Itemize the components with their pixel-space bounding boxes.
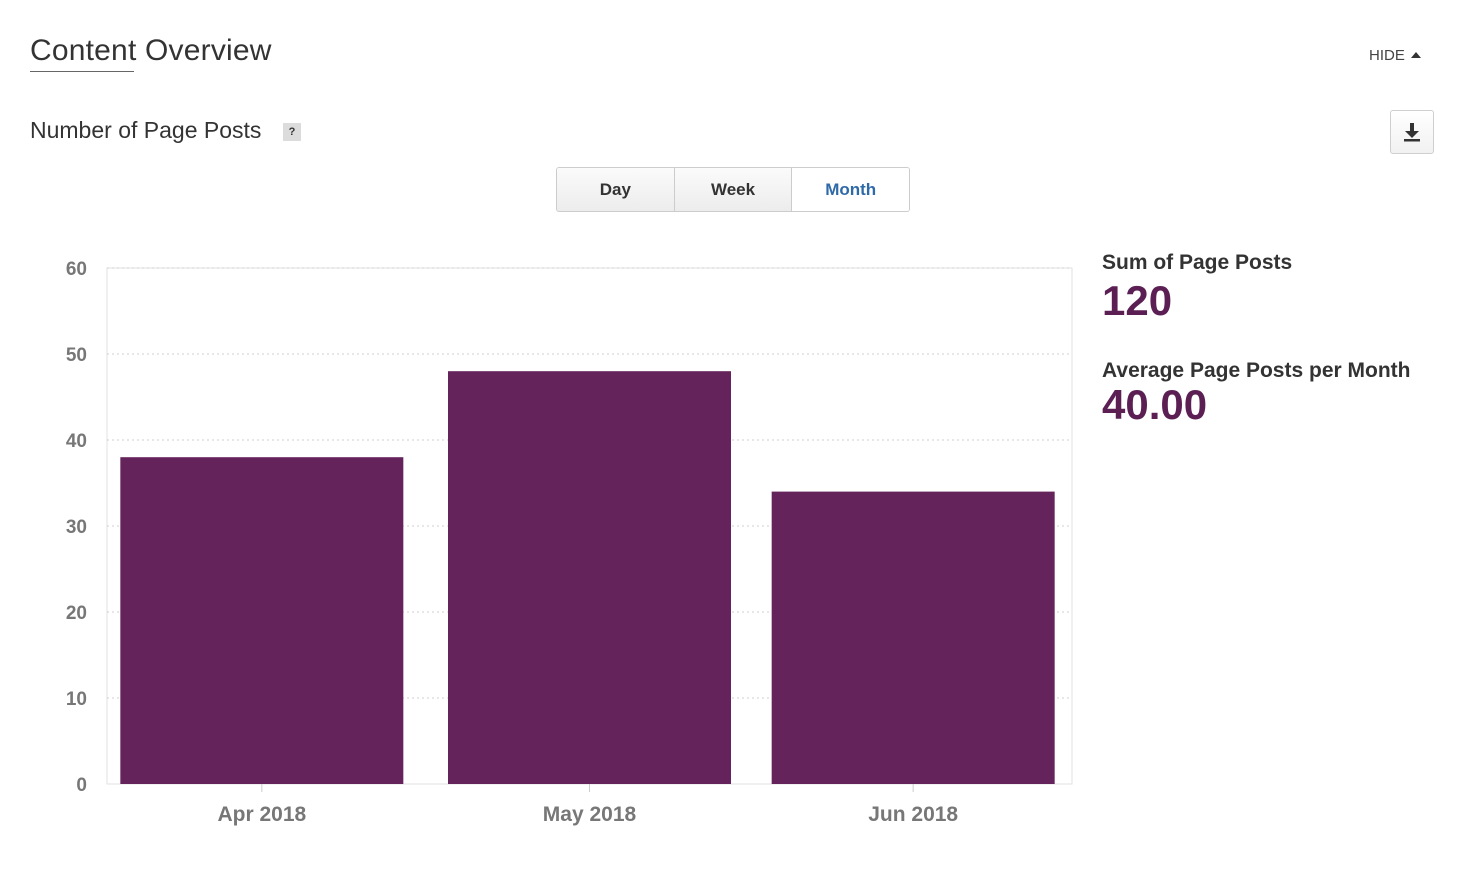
chart-title: Number of Page Posts [30, 117, 262, 143]
sum-value: 120 [1102, 277, 1173, 324]
hide-toggle[interactable]: HIDE [1369, 45, 1421, 65]
x-tick-label: Apr 2018 [217, 803, 306, 826]
y-tick-label: 20 [66, 603, 87, 624]
x-tick-label: Jun 2018 [868, 803, 958, 826]
y-tick-label: 30 [66, 517, 87, 538]
period-option-week[interactable]: Week [673, 168, 792, 211]
y-tick-label: 0 [76, 775, 87, 796]
y-tick-label: 40 [66, 431, 87, 452]
period-toggle: Day Week Month [556, 167, 910, 212]
bar [448, 371, 731, 784]
y-tick-label: 60 [66, 259, 87, 280]
average-value: 40.00 [1102, 381, 1208, 428]
average-label: Average Page Posts per Month [1102, 359, 1411, 382]
y-tick-label: 10 [66, 689, 87, 710]
caret-up-icon [1410, 52, 1421, 58]
download-icon [1404, 123, 1420, 142]
section-title: Content Overview [30, 34, 272, 67]
question-icon[interactable]: ? [283, 123, 301, 141]
bar [771, 491, 1055, 784]
y-tick-label: 50 [66, 345, 87, 366]
page-posts-bar-chart: 0 10 20 30 40 50 60 Apr 2018 May 2018 Jun 2018 [66, 259, 1073, 826]
hide-label: HIDE [1369, 46, 1405, 64]
period-option-month[interactable]: Month [791, 168, 909, 211]
period-option-day[interactable]: Day [557, 168, 674, 211]
download-button[interactable] [1390, 110, 1434, 154]
bar [120, 457, 404, 784]
sum-label: Sum of Page Posts [1102, 251, 1293, 274]
section-title-underline [30, 71, 134, 72]
x-tick-label: May 2018 [543, 803, 637, 826]
